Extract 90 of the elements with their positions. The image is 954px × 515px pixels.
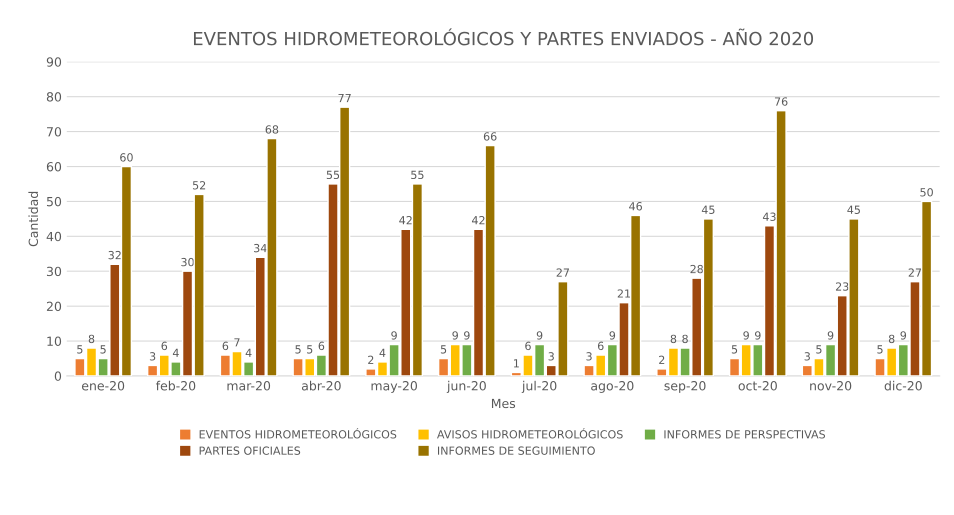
legend-label: INFORMES DE PERSPECTIVAS — [664, 430, 826, 439]
data-label: 66 — [484, 132, 497, 141]
data-label: 5 — [307, 345, 312, 354]
y-tick-label: 90 — [46, 57, 62, 67]
data-label: 8 — [888, 334, 894, 344]
data-label: 46 — [629, 202, 642, 210]
x-tick-label: ago-20 — [591, 381, 634, 393]
x-tick-label: nov-20 — [810, 381, 852, 390]
legend-label: PARTES OFICIALES — [200, 446, 300, 455]
data-label: 4 — [246, 348, 252, 357]
data-label: 6 — [222, 342, 228, 350]
data-label: 5 — [440, 345, 446, 354]
data-label: 5 — [816, 345, 822, 354]
y-tick-label: 60 — [46, 162, 62, 172]
x-tick-label: oct-20 — [738, 381, 777, 390]
x-tick-label: ene-20 — [82, 381, 124, 390]
data-label: 8 — [88, 334, 94, 344]
x-tick-label: feb-20 — [156, 380, 196, 390]
data-label: 60 — [120, 153, 133, 162]
data-label: 42 — [472, 216, 484, 224]
data-label: 7 — [234, 338, 240, 346]
x-tick-label: abr-20 — [302, 380, 341, 390]
x-tick-label: jul-20 — [522, 380, 556, 393]
data-label: 6 — [525, 342, 531, 350]
data-label: 3 — [150, 352, 156, 361]
data-label: 27 — [908, 268, 922, 277]
data-label: 32 — [108, 250, 121, 260]
data-label: 23 — [836, 282, 848, 291]
y-tick-label: 40 — [46, 232, 62, 242]
data-label: 55 — [326, 170, 340, 180]
data-label: 8 — [682, 334, 688, 344]
data-label: 28 — [690, 264, 704, 274]
data-label: 27 — [556, 268, 570, 277]
data-label: 5 — [732, 345, 738, 354]
legend-label: INFORMES DE SEGUIMIENTO — [438, 446, 595, 455]
data-label: 9 — [452, 331, 458, 340]
data-label: 50 — [920, 188, 933, 196]
x-tick-label: dic-20 — [884, 380, 922, 390]
data-label: 45 — [702, 206, 714, 214]
data-label: 21 — [618, 289, 630, 298]
legend-label: AVISOS HIDROMETEOROLÓGICOS — [437, 428, 623, 439]
data-label: 3 — [804, 352, 810, 361]
data-label: 2 — [368, 356, 374, 364]
data-label: 9 — [900, 331, 906, 340]
y-tick-label: 30 — [46, 266, 62, 276]
data-label: 5 — [877, 345, 883, 354]
chart-title: EVENTOS HIDROMETEOROLÓGICOS Y PARTES ENVIADOS - AÑO 2020 — [194, 28, 814, 46]
data-label: 34 — [254, 244, 267, 252]
data-label: 5 — [77, 345, 82, 354]
data-label: 4 — [172, 348, 179, 357]
y-tick-label: 0 — [54, 371, 62, 381]
data-label: 5 — [295, 345, 301, 354]
x-tick-label: mar-20 — [227, 381, 270, 390]
data-label: 68 — [266, 125, 278, 134]
x-axis-title: Mes — [492, 398, 516, 408]
data-label: 52 — [192, 181, 206, 190]
data-label: 6 — [161, 342, 168, 350]
data-label: 9 — [755, 331, 761, 340]
y-tick-label: 70 — [47, 127, 62, 137]
x-tick-label: jun-20 — [446, 380, 486, 393]
legend-label: EVENTOS HIDROMETEOROLÓGICOS — [200, 428, 396, 439]
data-label: 9 — [610, 331, 616, 340]
data-label: 42 — [399, 216, 412, 224]
data-label: 9 — [828, 331, 834, 340]
x-tick-label: may-20 — [372, 381, 418, 393]
data-label: 3 — [586, 352, 592, 361]
data-label: 6 — [318, 342, 324, 350]
data-label: 45 — [847, 206, 860, 214]
y-tick-label: 50 — [46, 196, 62, 206]
data-label: 30 — [181, 258, 194, 266]
data-label: 55 — [411, 170, 424, 180]
data-label: 4 — [379, 348, 386, 357]
y-tick-label: 80 — [46, 92, 62, 102]
data-label: 5 — [100, 345, 106, 354]
data-label: 1 — [514, 359, 519, 368]
data-label: 3 — [548, 352, 554, 361]
data-label: 9 — [464, 331, 470, 340]
data-label: 9 — [743, 331, 749, 340]
data-label: 9 — [391, 331, 397, 340]
data-label: 77 — [338, 94, 351, 102]
y-tick-label: 20 — [46, 302, 62, 312]
y-tick-label: 10 — [47, 336, 62, 346]
data-label: 43 — [762, 212, 776, 221]
data-label: 9 — [536, 331, 542, 340]
y-axis-title: Cantidad — [28, 192, 38, 246]
x-tick-label: sep-20 — [664, 381, 706, 393]
data-label: 76 — [774, 97, 788, 106]
data-label: 2 — [659, 356, 664, 364]
data-label: 8 — [670, 334, 676, 344]
data-label: 6 — [598, 342, 604, 350]
